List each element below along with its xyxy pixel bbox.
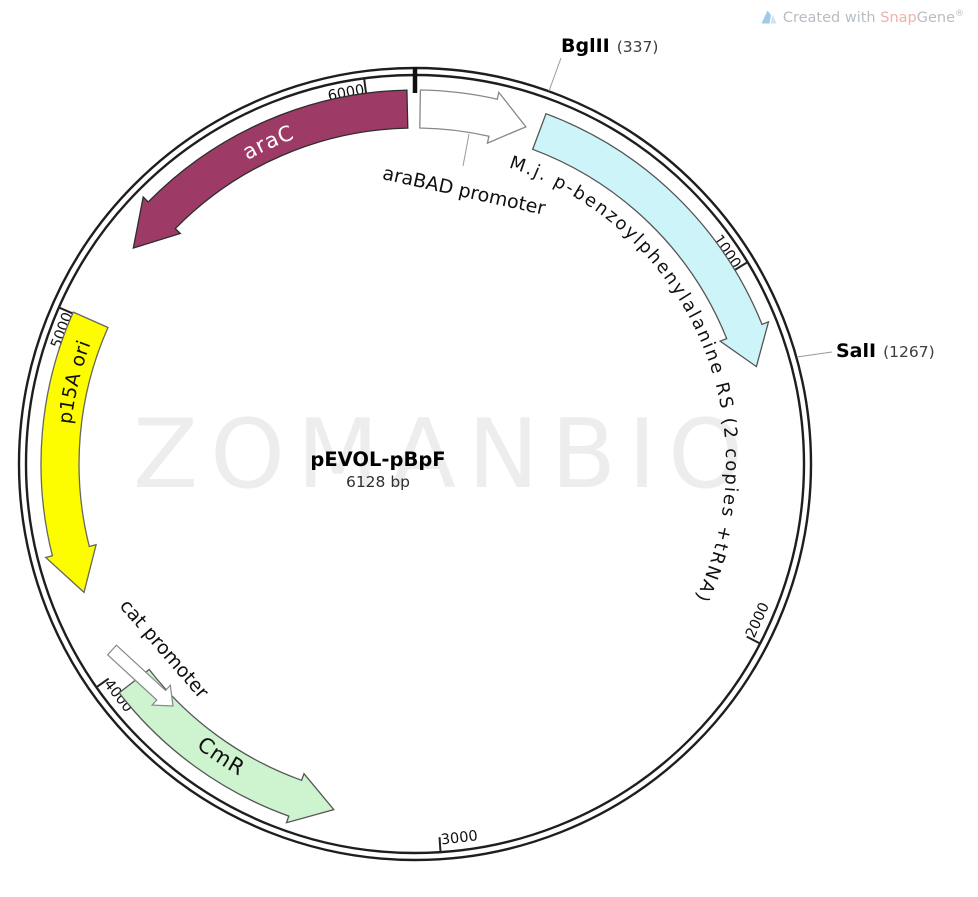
restriction-site-sali[interactable]: SalI (1267) [836,340,935,362]
plasmid-name: pEVOL-pBpF [310,448,446,471]
restriction-site-bglii[interactable]: BglII (337) [561,35,658,57]
snapgene-credit: Created with SnapGene® [760,8,964,26]
tick-1000 [734,260,749,271]
zomanbio-watermark: ZOMANBIO [133,400,755,510]
tick-label-3000: 3000 [440,828,479,848]
enzyme-position: (1267) [883,343,935,361]
callout-line-BglII [548,57,562,92]
feature-arrow-p15A-ori[interactable] [40,311,109,594]
plasmid-title-block: pEVOL-pBpF 6128 bp [310,448,445,491]
feature-label-MjRS: M.j. p-benzoylphenylalanine RS (2 copies… [507,152,742,605]
feature-arrow-CmR[interactable] [118,668,335,824]
tick-label-2000: 2000 [743,600,773,640]
snapgene-logo-icon [761,10,777,24]
tick-4000 [95,677,110,689]
feature-arrow-araC[interactable] [132,89,409,249]
feature-arrow-cat-promoter[interactable] [106,644,174,707]
plasmid-length: 6128 bp [345,473,411,491]
callout-line-SalI [796,351,833,358]
feature-arrow-MjRS[interactable] [531,112,770,368]
tick-5000 [57,306,74,315]
credit-text: Created with SnapGene® [782,8,964,26]
tick-6000 [362,77,368,94]
tick-2000 [746,635,762,645]
callout-line-araBAD-promoter [462,133,470,167]
tick-3000 [438,837,442,854]
enzyme-name: SalI [836,340,877,362]
enzyme-position: (337) [616,38,659,56]
feature-arrow-araBAD-promoter[interactable] [419,89,527,145]
enzyme-name: BglII [561,35,610,57]
